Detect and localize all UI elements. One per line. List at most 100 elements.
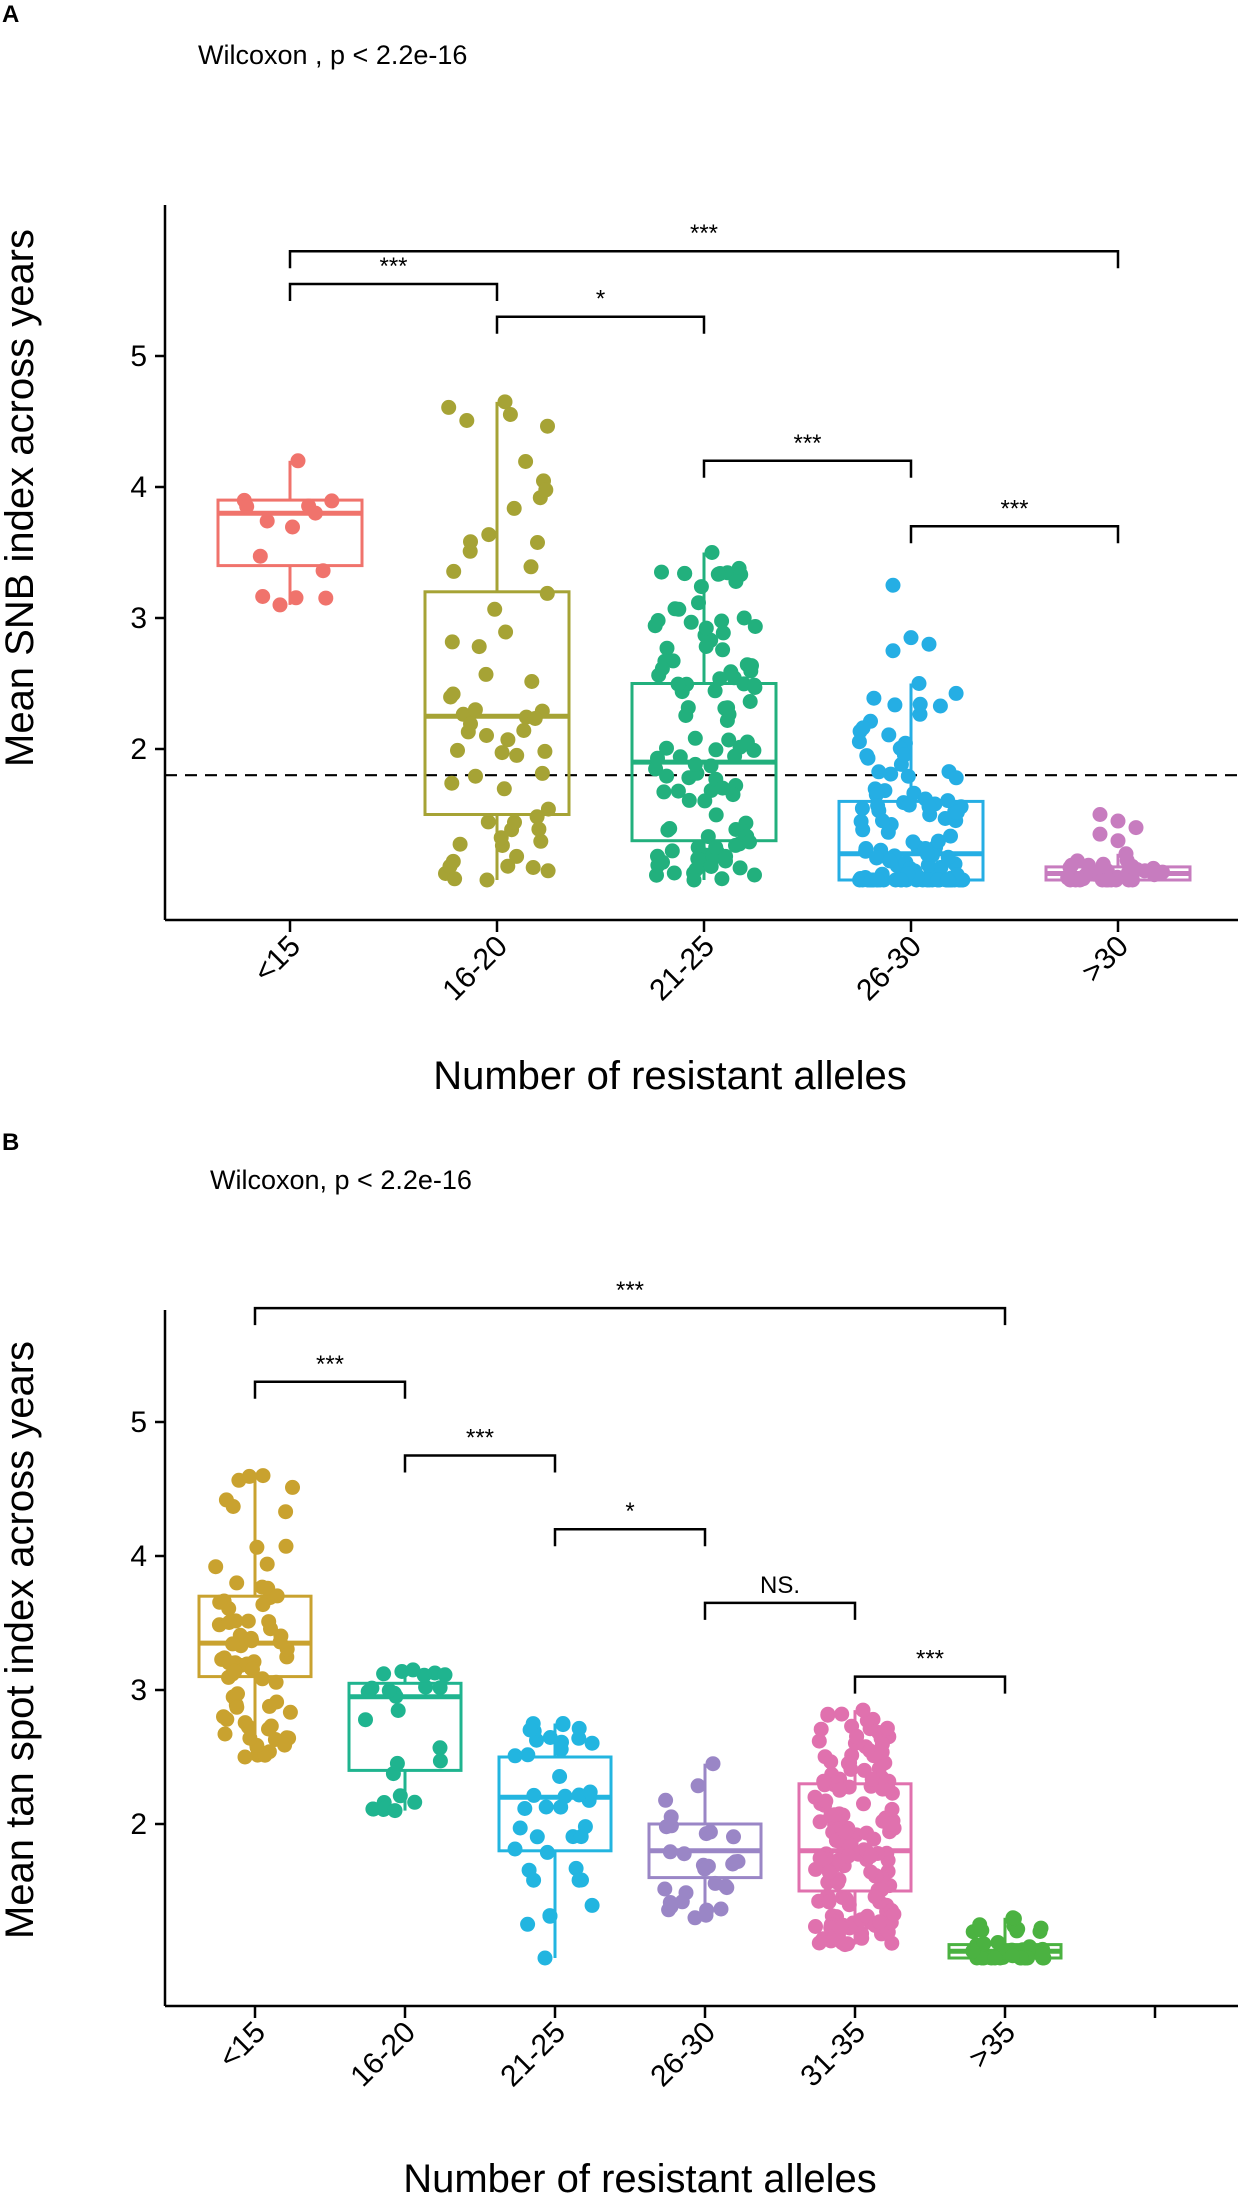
panel-a-data-point [533, 833, 549, 849]
panel-a-data-point [698, 620, 714, 636]
panel-b-data-point [218, 1492, 234, 1508]
panel-b-data-point [272, 1634, 288, 1650]
panel-a-data-point [677, 566, 693, 582]
panel-b-data-point [557, 1788, 573, 1804]
panel-a-data-point [697, 793, 713, 809]
panel-a-data-point [920, 857, 936, 873]
panel-b-data-point [407, 1794, 423, 1810]
panel-a-box-group [1044, 807, 1192, 888]
panel-b-data-point [507, 1748, 523, 1764]
panel-a-data-point [540, 863, 556, 879]
panel-a-data-point [948, 804, 964, 820]
panel-a-data-point [870, 872, 886, 888]
panel-a-outlier-point [1110, 833, 1126, 849]
panel-a-significance-label: *** [1000, 495, 1028, 522]
panel-b-data-point [823, 1754, 839, 1770]
panel-b-data-point [808, 1861, 824, 1877]
panel-a-data-point [708, 839, 724, 855]
panel-a-box-group [216, 453, 364, 613]
panel-a-data-point [715, 642, 731, 658]
panel-b-data-point [820, 1706, 836, 1722]
panel-a-data-point [883, 766, 899, 782]
panel-a-data-point [530, 535, 545, 550]
panel-a-data-point [481, 527, 497, 543]
panel-b-data-point [837, 1937, 853, 1953]
panel-a-data-point [1118, 846, 1134, 862]
panel-b-y-tick-label: 2 [130, 1808, 147, 1841]
panel-a-y-axis-title: Mean SNB index across years [0, 229, 42, 767]
panel-b-y-tick-label: 5 [130, 1406, 147, 1439]
panel-b-data-point [437, 1667, 453, 1683]
panel-a-data-point [948, 685, 964, 701]
panel-b-data-point [658, 1819, 674, 1835]
panel-a-data-point [524, 674, 540, 689]
panel-b-data-point [263, 1621, 278, 1637]
panel-b-data-point [573, 1829, 589, 1845]
panel-b-significance-bracket: *** [253, 1277, 1007, 1326]
panel-a-data-point [687, 730, 703, 746]
panel-b-bracket-line [703, 1601, 857, 1620]
panel-b-data-point [242, 1730, 258, 1746]
panel-b-data-point [702, 1824, 718, 1840]
panel-a-data-point [534, 765, 550, 781]
panel-a-data-point [494, 745, 510, 761]
panel-b-data-point [584, 1735, 600, 1751]
panel-a-significance-label: *** [793, 430, 821, 457]
panel-b-data-point [837, 1824, 853, 1840]
panel-b-data-point [257, 1747, 273, 1763]
panel-b-data-point [866, 1831, 882, 1847]
panel-b-bracket-line [853, 1675, 1007, 1694]
panel-b-data-point [874, 1744, 890, 1760]
panel-a-data-point [704, 545, 720, 560]
panel-a-data-point [670, 783, 686, 799]
panel-b-data-point [1035, 1947, 1051, 1963]
panel-a-significance-label: *** [690, 220, 718, 247]
panel-a-data-point [693, 579, 709, 595]
panel-a-data-point [943, 828, 958, 844]
panel-a-outlier-point [1092, 826, 1108, 842]
panel-a-data-point [502, 407, 518, 422]
panel-a-data-point [703, 859, 719, 874]
panel-b-data-point [255, 1468, 271, 1484]
panel-a-data-point [747, 677, 762, 693]
panel-a-data-point [921, 799, 937, 815]
panel-b-data-point [245, 1661, 260, 1677]
panel-b-data-point [707, 1875, 723, 1891]
panel-a-box-group [423, 394, 571, 888]
panel-a-data-point [896, 747, 912, 763]
panel-a-label: A [2, 1, 19, 28]
panel-b-data-point [987, 1950, 1003, 1966]
panel-a-data-point [463, 534, 478, 550]
panel-b-data-point [529, 1829, 545, 1845]
panel-a-data-point [698, 639, 714, 654]
panel-a-bracket-line [288, 249, 1120, 269]
panel-a-data-point [855, 720, 871, 736]
panel-a-box [216, 498, 364, 568]
panel-a-data-point [662, 821, 678, 836]
panel-a-data-point [272, 597, 288, 613]
panel-b-data-point [259, 1556, 275, 1572]
panel-a-data-point [667, 601, 683, 617]
panel-b-significance-bracket: *** [853, 1646, 1007, 1694]
panel-b-bracket-line [253, 1380, 407, 1399]
panel-b-data-point [249, 1539, 265, 1555]
panel-a-outlier-point [1092, 807, 1108, 822]
panel-a-data-point [656, 784, 672, 800]
panel-a-y-tick-label: 5 [130, 340, 147, 373]
panel-b-data-point [705, 1756, 721, 1772]
panel-a-significance-bracket: *** [909, 495, 1120, 544]
panel-a-outlier-point [1128, 820, 1144, 836]
panel-b-data-point [827, 1807, 842, 1823]
panel-b-significance-label: NS. [760, 1572, 800, 1599]
panel-b-box [497, 1755, 613, 1853]
panel-a-data-point [452, 836, 468, 852]
panel-a-data-point [683, 614, 699, 630]
panel-a-significance-label: * [596, 286, 605, 313]
panel-b-data-point [568, 1860, 584, 1876]
panel-b-data-point [282, 1704, 298, 1720]
panel-b-significance-label: * [625, 1498, 634, 1525]
panel-a-data-point [715, 780, 731, 796]
panel-a-data-point [444, 775, 460, 791]
panel-b-data-point [507, 1841, 523, 1857]
panel-a-significance-bracket: * [495, 286, 706, 334]
